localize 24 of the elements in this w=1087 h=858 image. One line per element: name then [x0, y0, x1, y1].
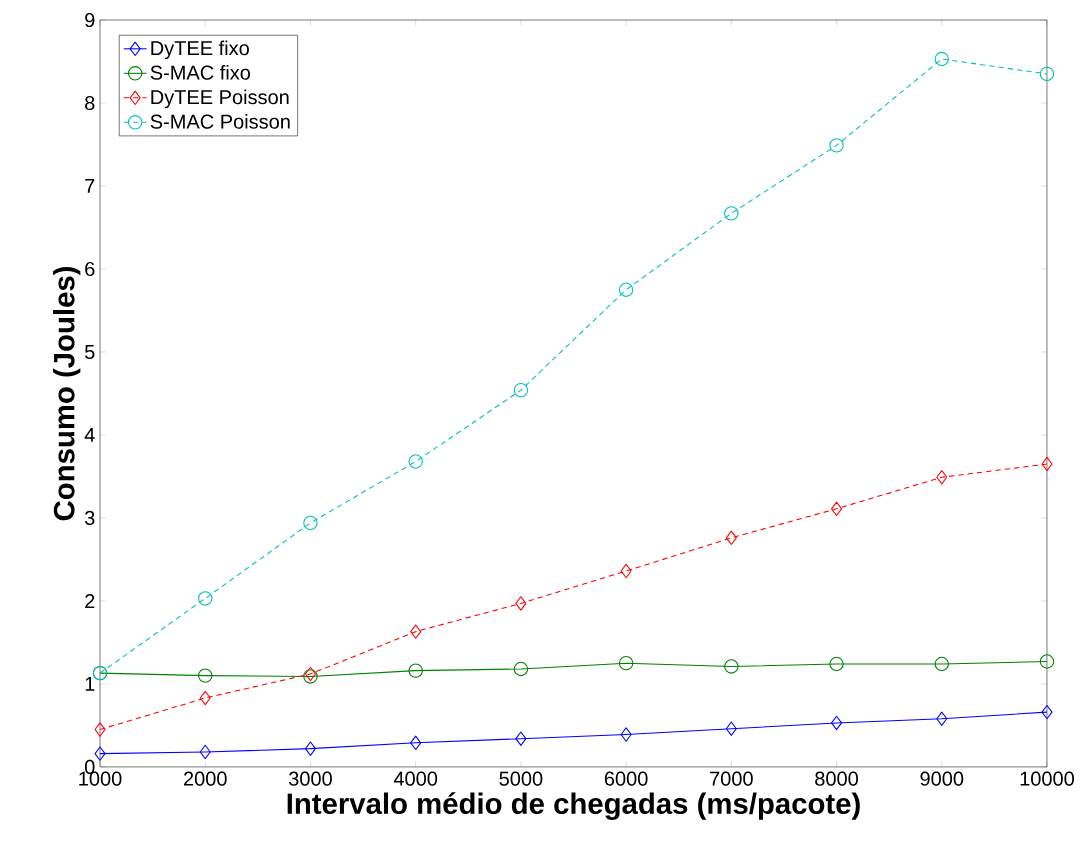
x-tick-label: 4000 — [393, 771, 438, 786]
y-tick-label: 4 — [84, 428, 95, 443]
x-tick-label: 6000 — [604, 771, 648, 786]
x-tick-label: 5000 — [499, 771, 543, 786]
y-tick-label: 9 — [85, 13, 95, 28]
legend-label: DyTEE fixo — [151, 40, 249, 60]
legend-label: DyTEE Poisson — [151, 89, 289, 109]
y-tick-label: 6 — [85, 262, 95, 277]
x-tick-label: 8000 — [815, 771, 858, 786]
x-tick-label: 3000 — [288, 771, 332, 786]
y-tick-label: 5 — [84, 345, 95, 360]
y-axis-title: Consumo (Joules) — [53, 267, 81, 521]
x-tick-label: 9000 — [920, 771, 964, 786]
y-tick-label: 3 — [84, 511, 95, 526]
y-tick-label: 7 — [85, 179, 95, 194]
legend-label: S-MAC fixo — [150, 65, 251, 80]
x-axis-title: Intervalo médio de chegadas (ms/pacote) — [287, 792, 860, 821]
legend-label: S-MAC Poisson — [150, 114, 290, 129]
y-tick-label: 8 — [85, 96, 95, 111]
x-tick-label: 7000 — [710, 771, 753, 786]
x-tick-label: 2000 — [184, 771, 227, 786]
y-tick-label: 2 — [85, 594, 95, 609]
y-tick-label: 1 — [85, 677, 95, 691]
x-tick-label: 10000 — [1020, 771, 1074, 786]
